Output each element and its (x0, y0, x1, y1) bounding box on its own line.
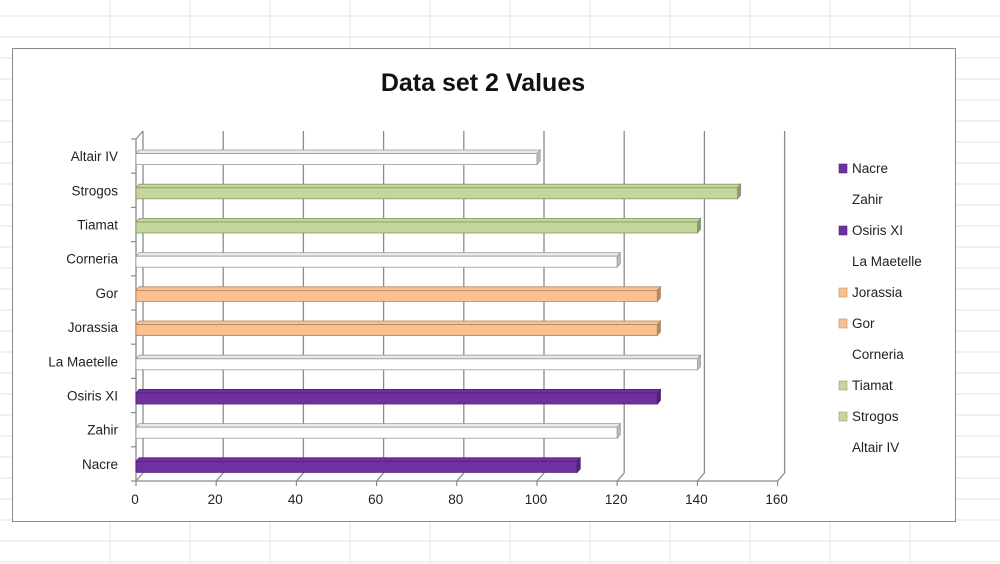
legend-swatch (838, 163, 848, 174)
legend-item[interactable]: La Maetelle (852, 254, 922, 269)
legend-label: Strogos (852, 409, 899, 424)
category-label: La Maetelle (48, 354, 118, 369)
bar-chart: Data set 2 Values Nacre Zahir Osiris XI La … (48, 69, 922, 507)
legend-item[interactable]: Strogos (838, 409, 899, 424)
bar-zahir (135, 422, 622, 440)
legend-swatch (838, 380, 848, 391)
legend-item[interactable]: Nacre (838, 161, 888, 176)
category-label: Jorassia (68, 320, 119, 335)
category-label: Osiris XI (67, 389, 118, 404)
legend-swatch (838, 318, 848, 329)
bar-nacre (135, 456, 582, 474)
tick-label: 120 (605, 492, 628, 507)
legend-item[interactable]: Tiamat (838, 378, 893, 393)
legend-swatch (838, 225, 848, 236)
bars (135, 148, 742, 474)
tick-label: 20 (208, 492, 223, 507)
category-label: Altair IV (71, 149, 118, 164)
legend-label: Nacre (852, 161, 888, 176)
legend-item[interactable]: Zahir (852, 192, 883, 207)
legend-item[interactable]: Gor (838, 316, 875, 331)
category-label: Nacre (82, 457, 118, 472)
category-label: Tiamat (77, 218, 118, 233)
bar-altair-iv (135, 148, 542, 166)
legend-swatch (838, 287, 848, 298)
value-axis-labels: 0 20 40 60 80 100 120 140 160 (131, 492, 788, 507)
legend-item[interactable]: Corneria (852, 347, 904, 362)
tick-label: 60 (368, 492, 383, 507)
legend-label: Osiris XI (852, 223, 903, 238)
legend-label: Altair IV (852, 440, 899, 455)
legend-label: La Maetelle (852, 254, 922, 269)
legend-item[interactable]: Jorassia (838, 285, 903, 300)
category-label: Strogos (71, 183, 118, 198)
tick-label: 40 (288, 492, 303, 507)
bar-strogos (135, 183, 742, 200)
bar-jorassia (135, 319, 662, 337)
legend-label: Jorassia (852, 285, 903, 300)
bar-osiris-xi (135, 388, 662, 406)
category-label: Corneria (66, 252, 118, 267)
tick-label: 80 (448, 492, 463, 507)
chart-title: Data set 2 Values (381, 69, 585, 97)
legend-item[interactable]: Osiris XI (838, 223, 903, 238)
legend-item[interactable]: Altair IV (852, 440, 899, 455)
legend-label: Gor (852, 316, 875, 331)
legend-label: Zahir (852, 192, 883, 207)
tick-label: 100 (525, 492, 548, 507)
tick-label: 0 (131, 492, 139, 507)
legend-label: Corneria (852, 347, 904, 362)
tick-label: 140 (685, 492, 708, 507)
chart-area[interactable]: Data set 2 Values Nacre Zahir Osiris XI La … (12, 48, 956, 522)
bar-gor (135, 285, 662, 303)
category-axis-labels: Nacre Zahir Osiris XI La Maetelle Jorassia Go… (48, 149, 118, 472)
tick-label: 160 (765, 492, 788, 507)
legend-label: Tiamat (852, 378, 893, 393)
bar-la-maetelle (135, 354, 702, 371)
gridlines (131, 130, 786, 486)
legend[interactable]: Nacre Zahir Osiris XI La Maetelle Jorassia Go… (838, 161, 922, 455)
category-label: Zahir (87, 423, 118, 438)
category-label: Gor (95, 286, 118, 301)
bar-corneria (135, 251, 622, 269)
legend-swatch (838, 411, 848, 422)
bar-tiamat (135, 217, 702, 235)
